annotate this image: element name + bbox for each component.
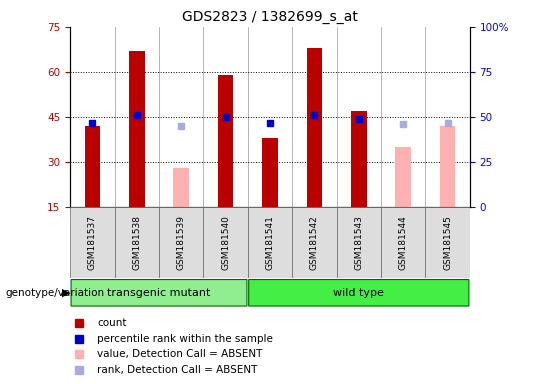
Text: genotype/variation: genotype/variation: [5, 288, 105, 298]
Text: value, Detection Call = ABSENT: value, Detection Call = ABSENT: [97, 349, 263, 359]
FancyBboxPatch shape: [249, 280, 469, 306]
Text: GSM181541: GSM181541: [266, 215, 274, 270]
Bar: [351, 111, 367, 207]
Bar: [440, 126, 455, 207]
Text: GSM181540: GSM181540: [221, 215, 230, 270]
Bar: [114, 207, 159, 278]
Text: wild type: wild type: [333, 288, 384, 298]
Bar: [159, 207, 204, 278]
Title: GDS2823 / 1382699_s_at: GDS2823 / 1382699_s_at: [182, 10, 358, 25]
Text: percentile rank within the sample: percentile rank within the sample: [97, 334, 273, 344]
Bar: [218, 75, 233, 207]
Bar: [70, 207, 114, 278]
Text: GSM181544: GSM181544: [399, 215, 408, 270]
Bar: [292, 207, 336, 278]
Text: count: count: [97, 318, 127, 328]
Text: rank, Detection Call = ABSENT: rank, Detection Call = ABSENT: [97, 366, 258, 376]
Bar: [307, 48, 322, 207]
Text: GSM181545: GSM181545: [443, 215, 452, 270]
Bar: [262, 138, 278, 207]
Bar: [248, 207, 292, 278]
Text: transgenic mutant: transgenic mutant: [107, 288, 211, 298]
Text: GSM181542: GSM181542: [310, 215, 319, 270]
FancyBboxPatch shape: [71, 280, 247, 306]
Bar: [395, 147, 411, 207]
Text: GSM181539: GSM181539: [177, 215, 186, 270]
Text: GSM181543: GSM181543: [354, 215, 363, 270]
Text: ▶: ▶: [62, 288, 71, 298]
Bar: [381, 207, 426, 278]
Bar: [85, 126, 100, 207]
Bar: [426, 207, 470, 278]
Bar: [129, 51, 145, 207]
Bar: [204, 207, 248, 278]
Bar: [336, 207, 381, 278]
Bar: [173, 168, 189, 207]
Text: GSM181538: GSM181538: [132, 215, 141, 270]
Text: GSM181537: GSM181537: [88, 215, 97, 270]
